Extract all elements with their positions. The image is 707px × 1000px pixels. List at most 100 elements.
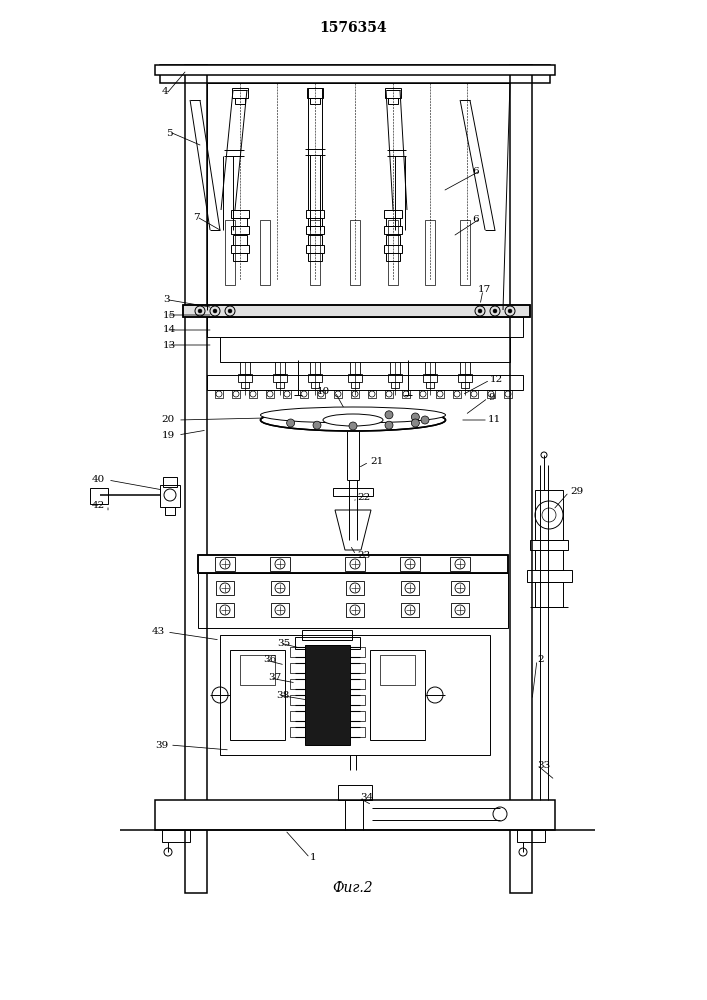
Bar [290, 695, 305, 705]
Bar [276, 382, 284, 388]
Bar [240, 655, 275, 685]
Bar [273, 374, 287, 382]
Text: 34: 34 [360, 794, 373, 802]
Bar [310, 220, 320, 285]
Text: 7: 7 [193, 214, 199, 223]
Text: 19: 19 [162, 430, 175, 440]
Bar [198, 573, 508, 628]
Bar [380, 655, 415, 685]
Bar [504, 390, 512, 398]
Bar [351, 390, 359, 398]
Ellipse shape [323, 414, 383, 426]
Bar [90, 488, 108, 504]
Bar [400, 557, 420, 571]
Bar [350, 220, 360, 285]
Bar [270, 557, 290, 571]
Bar [220, 635, 490, 755]
Bar [386, 253, 400, 261]
Bar [231, 226, 249, 234]
Circle shape [493, 309, 497, 313]
Bar [155, 65, 555, 75]
Bar [215, 390, 223, 398]
Bar [517, 830, 545, 842]
Circle shape [198, 309, 202, 313]
Bar [425, 220, 435, 285]
Text: 11: 11 [488, 416, 501, 424]
Bar [310, 362, 320, 374]
Bar [283, 390, 291, 398]
Bar [235, 98, 245, 104]
Bar [470, 390, 478, 398]
Circle shape [411, 413, 419, 421]
Text: 37: 37 [268, 674, 281, 682]
Bar [346, 581, 364, 595]
Bar [305, 645, 350, 745]
Text: 20: 20 [162, 416, 175, 424]
Circle shape [411, 419, 419, 427]
Text: 12: 12 [490, 375, 503, 384]
Bar [535, 582, 563, 607]
Bar [233, 218, 247, 226]
Bar [386, 235, 400, 245]
Text: 42: 42 [92, 500, 105, 510]
Bar [451, 603, 469, 617]
Bar [183, 305, 530, 317]
Bar [333, 488, 373, 496]
Bar [207, 375, 523, 390]
Bar [232, 390, 240, 398]
Text: 15: 15 [163, 310, 176, 320]
Bar [271, 603, 289, 617]
Bar [220, 337, 510, 362]
Text: 9: 9 [488, 393, 495, 402]
Bar [308, 253, 322, 261]
Bar [390, 362, 400, 374]
Bar [310, 98, 320, 104]
Bar [271, 581, 289, 595]
Bar [165, 507, 175, 515]
Text: 13: 13 [163, 340, 176, 350]
Circle shape [313, 421, 321, 429]
Bar [350, 727, 365, 737]
Bar [370, 650, 425, 740]
Bar [386, 218, 400, 226]
Bar [436, 390, 444, 398]
Circle shape [349, 422, 357, 430]
Bar [295, 637, 360, 649]
Bar [317, 390, 325, 398]
Bar [290, 727, 305, 737]
Bar [155, 800, 555, 830]
Bar [535, 550, 563, 570]
Bar [207, 317, 523, 337]
Bar [460, 220, 470, 285]
Bar [241, 382, 249, 388]
Bar [384, 226, 402, 234]
Bar [233, 253, 247, 261]
Circle shape [385, 421, 393, 429]
Bar [290, 679, 305, 689]
Bar [346, 603, 364, 617]
Text: 43: 43 [152, 628, 165, 637]
Bar [450, 557, 470, 571]
Bar [160, 65, 550, 83]
Text: 4: 4 [162, 88, 169, 97]
Bar [334, 390, 342, 398]
Bar [391, 382, 399, 388]
Text: 33: 33 [537, 760, 550, 770]
Bar [233, 235, 247, 245]
Bar [249, 390, 257, 398]
Bar [230, 650, 285, 740]
Bar [231, 210, 249, 218]
Bar [351, 382, 359, 388]
Bar [162, 830, 190, 842]
Ellipse shape [260, 407, 445, 423]
Bar [350, 695, 365, 705]
Bar [260, 220, 270, 285]
Bar [240, 362, 250, 374]
Text: 40: 40 [92, 476, 105, 485]
Bar [300, 390, 308, 398]
Bar [350, 679, 365, 689]
Bar [458, 374, 472, 382]
Circle shape [228, 309, 232, 313]
Bar [530, 540, 568, 550]
Bar [451, 581, 469, 595]
